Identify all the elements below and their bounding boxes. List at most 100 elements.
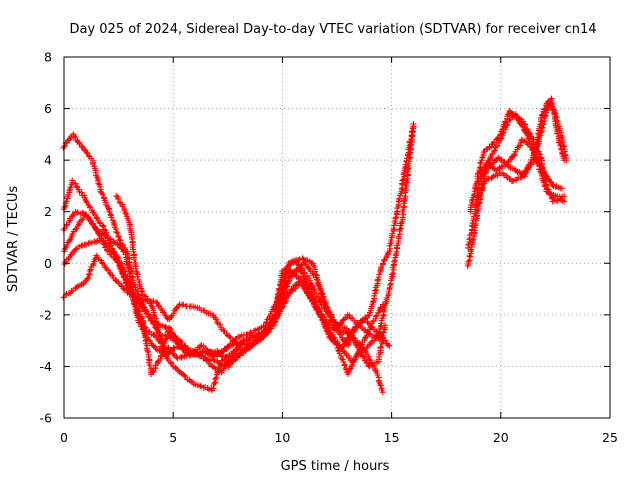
data-point — [72, 180, 79, 187]
data-point — [69, 212, 76, 219]
data-point — [396, 195, 403, 202]
data-point — [520, 123, 527, 130]
data-point — [197, 382, 204, 389]
data-point — [403, 155, 410, 162]
data-point — [211, 380, 218, 387]
data-point — [270, 304, 277, 311]
data-point — [96, 219, 103, 226]
data-point — [410, 121, 417, 128]
data-point — [335, 347, 342, 354]
data-point — [387, 282, 394, 289]
data-point — [100, 223, 107, 230]
x-tick-label: 10 — [274, 430, 290, 445]
data-point — [127, 262, 134, 269]
data-point — [86, 267, 93, 274]
data-point — [93, 214, 100, 221]
x-tick-label: 25 — [602, 430, 618, 445]
data-point — [367, 324, 374, 331]
data-point — [350, 329, 357, 336]
data-point — [273, 310, 280, 317]
data-point — [131, 256, 138, 263]
data-point — [499, 126, 506, 133]
data-point — [224, 359, 231, 366]
data-point — [149, 369, 156, 376]
data-point — [168, 329, 175, 336]
data-point — [474, 171, 481, 178]
data-point — [158, 352, 165, 359]
data-point — [91, 238, 98, 245]
data-point — [149, 342, 156, 349]
data-point — [341, 362, 348, 369]
data-point — [349, 332, 356, 339]
data-point — [124, 254, 131, 261]
data-point — [218, 352, 225, 359]
data-point — [561, 148, 568, 155]
data-point — [539, 111, 546, 118]
data-point — [157, 353, 164, 360]
data-point — [198, 383, 205, 390]
data-point — [554, 130, 561, 137]
data-point — [100, 240, 107, 247]
data-point — [157, 335, 164, 342]
data-point — [465, 242, 472, 249]
data-point — [466, 252, 473, 259]
data-point — [522, 129, 529, 136]
data-point — [399, 177, 406, 184]
data-point — [381, 257, 388, 264]
data-point — [562, 152, 569, 159]
data-point — [61, 143, 68, 150]
data-point — [389, 230, 396, 237]
data-point — [73, 225, 80, 232]
data-marks — [60, 95, 570, 396]
data-point — [101, 226, 108, 233]
data-point — [85, 275, 92, 282]
data-point — [312, 271, 319, 278]
data-point — [164, 351, 171, 358]
data-point — [382, 322, 389, 329]
data-point — [170, 344, 177, 351]
data-point — [405, 149, 412, 156]
data-point — [181, 372, 188, 379]
data-point — [386, 342, 393, 349]
data-point — [374, 334, 381, 341]
data-point — [467, 253, 474, 260]
data-point — [479, 184, 486, 191]
y-tick-label: -2 — [40, 307, 52, 322]
data-point — [476, 167, 483, 174]
data-point — [325, 327, 332, 334]
data-point — [362, 315, 369, 322]
data-point — [146, 314, 153, 321]
data-point — [231, 350, 238, 357]
data-point — [552, 110, 559, 117]
data-point — [299, 255, 306, 262]
data-point — [165, 324, 172, 331]
data-point — [536, 125, 543, 132]
data-point — [366, 312, 373, 319]
data-point — [145, 348, 152, 355]
data-point — [134, 273, 141, 280]
data-point — [366, 356, 373, 363]
data-point — [119, 271, 126, 278]
data-point — [525, 134, 532, 141]
data-point — [537, 121, 544, 128]
data-point — [108, 214, 115, 221]
data-point — [138, 287, 145, 294]
data-point — [211, 357, 218, 364]
data-point — [368, 323, 375, 330]
data-point — [95, 180, 102, 187]
data-point — [187, 378, 194, 385]
data-point — [533, 155, 540, 162]
data-point — [400, 176, 407, 183]
data-point — [84, 213, 91, 220]
data-point — [93, 239, 100, 246]
data-point — [553, 117, 560, 124]
data-point — [336, 331, 343, 338]
data-point — [332, 322, 339, 329]
data-point — [389, 271, 396, 278]
data-point — [510, 112, 517, 119]
data-point — [140, 303, 147, 310]
data-point — [281, 279, 288, 286]
data-point — [559, 139, 566, 146]
data-point — [391, 218, 398, 225]
data-point — [107, 242, 114, 249]
